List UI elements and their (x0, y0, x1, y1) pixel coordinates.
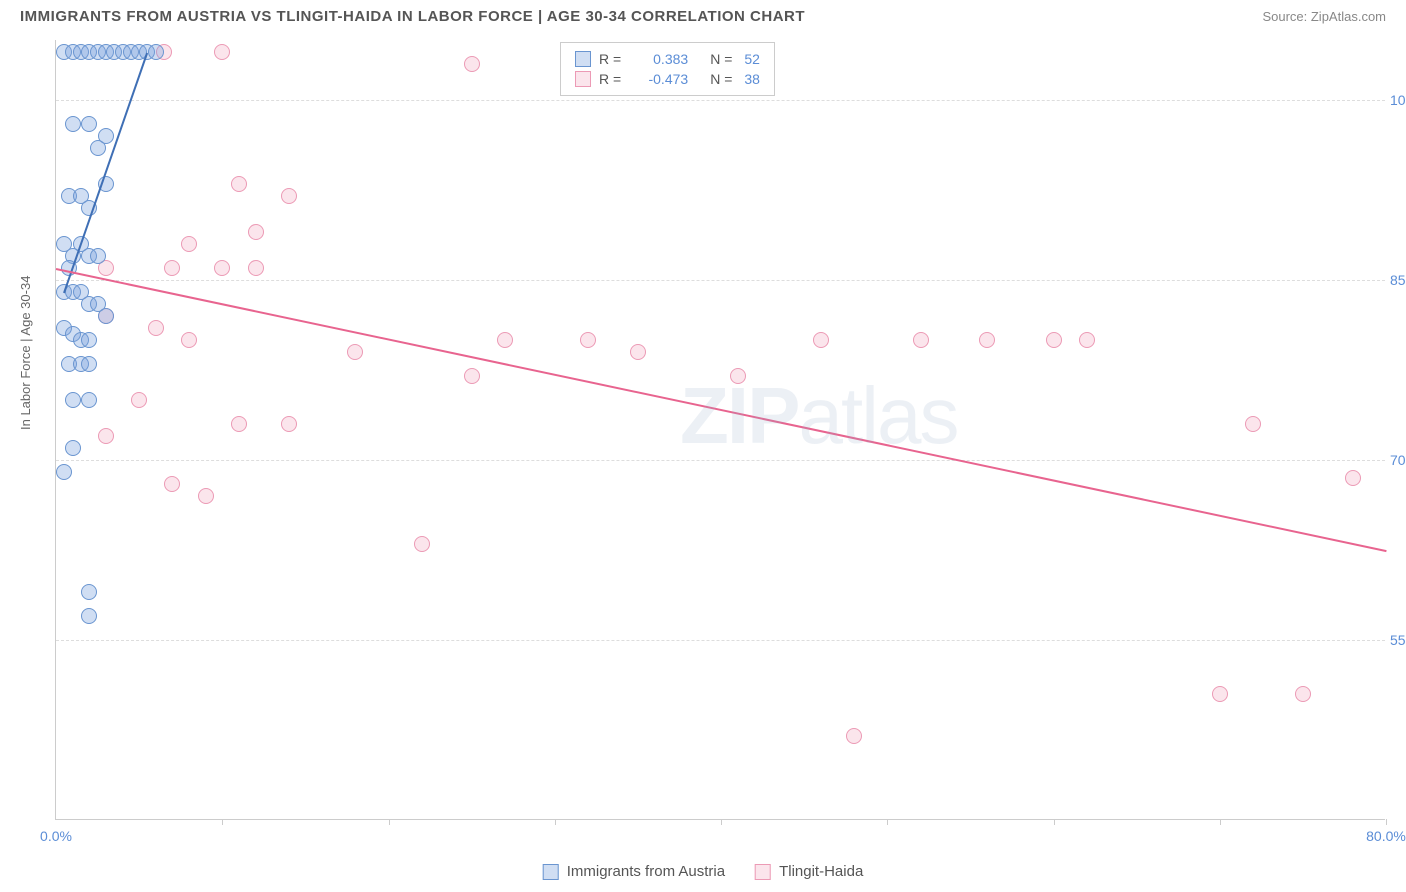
legend-swatch-blue (543, 864, 559, 880)
data-point (65, 392, 81, 408)
legend-item-series1: Immigrants from Austria (543, 863, 725, 880)
legend-swatch-pink (755, 864, 771, 880)
n-value: 52 (744, 51, 760, 67)
x-tick-label: 0.0% (40, 828, 72, 844)
data-point (198, 488, 214, 504)
data-point (1295, 686, 1311, 702)
data-point (65, 116, 81, 132)
x-tick-mark (1220, 819, 1221, 825)
data-point (181, 332, 197, 348)
data-point (281, 188, 297, 204)
n-value: 38 (744, 71, 760, 87)
data-point (846, 728, 862, 744)
x-tick-mark (555, 819, 556, 825)
data-point (813, 332, 829, 348)
legend-swatch (575, 51, 591, 67)
gridline-horizontal (56, 100, 1385, 101)
gridline-horizontal (56, 280, 1385, 281)
source-label: Source: ZipAtlas.com (1262, 9, 1386, 24)
data-point (1245, 416, 1261, 432)
data-point (414, 536, 430, 552)
r-label: R = (599, 51, 621, 67)
chart-plot-area: 55.0%70.0%85.0%100.0%0.0%80.0% (55, 40, 1385, 820)
data-point (1212, 686, 1228, 702)
data-point (164, 260, 180, 276)
data-point (1046, 332, 1062, 348)
data-point (913, 332, 929, 348)
r-value: 0.383 (633, 51, 688, 67)
data-point (181, 236, 197, 252)
data-point (231, 176, 247, 192)
trend-line (63, 53, 148, 294)
r-value: -0.473 (633, 71, 688, 87)
data-point (1345, 470, 1361, 486)
n-label: N = (710, 71, 732, 87)
data-point (497, 332, 513, 348)
gridline-horizontal (56, 460, 1385, 461)
n-label: N = (710, 51, 732, 67)
data-point (81, 392, 97, 408)
bottom-legend: Immigrants from Austria Tlingit-Haida (543, 863, 864, 880)
data-point (231, 416, 247, 432)
r-label: R = (599, 71, 621, 87)
x-tick-label: 80.0% (1366, 828, 1406, 844)
data-point (65, 440, 81, 456)
x-tick-mark (222, 819, 223, 825)
data-point (81, 356, 97, 372)
data-point (148, 44, 164, 60)
data-point (214, 260, 230, 276)
x-tick-mark (721, 819, 722, 825)
y-axis-label: In Labor Force | Age 30-34 (18, 276, 33, 430)
y-tick-label: 100.0% (1390, 92, 1406, 108)
data-point (131, 392, 147, 408)
stats-legend: R = 0.383 N = 52 R = -0.473 N = 38 (560, 42, 775, 96)
data-point (56, 464, 72, 480)
x-tick-mark (389, 819, 390, 825)
chart-title: IMMIGRANTS FROM AUSTRIA VS TLINGIT-HAIDA… (20, 8, 805, 25)
y-tick-label: 85.0% (1390, 272, 1406, 288)
gridline-horizontal (56, 640, 1385, 641)
data-point (464, 368, 480, 384)
data-point (580, 332, 596, 348)
data-point (248, 260, 264, 276)
legend-swatch (575, 71, 591, 87)
legend-item-series2: Tlingit-Haida (755, 863, 863, 880)
data-point (164, 476, 180, 492)
legend-label-series2: Tlingit-Haida (779, 863, 863, 880)
data-point (214, 44, 230, 60)
data-point (98, 428, 114, 444)
stats-legend-row: R = 0.383 N = 52 (575, 49, 760, 69)
data-point (98, 128, 114, 144)
x-tick-mark (1386, 819, 1387, 825)
data-point (464, 56, 480, 72)
x-tick-mark (1054, 819, 1055, 825)
data-point (281, 416, 297, 432)
x-tick-mark (887, 819, 888, 825)
data-point (81, 608, 97, 624)
data-point (98, 308, 114, 324)
data-point (81, 332, 97, 348)
y-tick-label: 70.0% (1390, 452, 1406, 468)
data-point (630, 344, 646, 360)
data-point (979, 332, 995, 348)
data-point (148, 320, 164, 336)
data-point (248, 224, 264, 240)
chart-header: IMMIGRANTS FROM AUSTRIA VS TLINGIT-HAIDA… (20, 8, 1386, 25)
data-point (90, 248, 106, 264)
data-point (1079, 332, 1095, 348)
trend-line (56, 268, 1386, 552)
legend-label-series1: Immigrants from Austria (567, 863, 725, 880)
y-tick-label: 55.0% (1390, 632, 1406, 648)
data-point (81, 584, 97, 600)
stats-legend-row: R = -0.473 N = 38 (575, 69, 760, 89)
data-point (730, 368, 746, 384)
data-point (347, 344, 363, 360)
data-point (81, 116, 97, 132)
